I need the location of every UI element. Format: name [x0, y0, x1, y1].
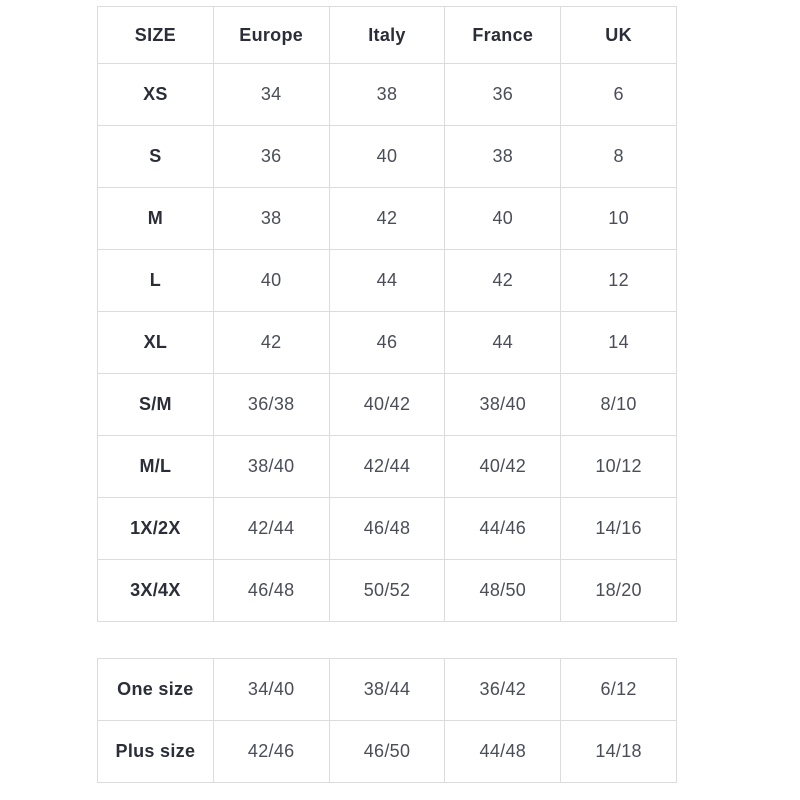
size-value-cell: 40 — [444, 187, 562, 250]
size-value-cell: 38/40 — [444, 373, 562, 436]
size-label-cell: 3X/4X — [97, 559, 214, 622]
table-gap — [97, 622, 800, 658]
size-value-cell: 36 — [212, 125, 330, 188]
size-value-cell: 44/48 — [444, 720, 562, 783]
size-value-cell: 44/46 — [444, 497, 562, 560]
size-value-cell: 38 — [212, 187, 330, 250]
table-row-s: S 36 40 38 8 — [97, 125, 677, 188]
size-label-cell: One size — [97, 658, 214, 721]
size-label-cell: Plus size — [97, 720, 214, 783]
table-row-plus-size: Plus size 42/46 46/50 44/48 14/18 — [97, 720, 677, 783]
table-row-m-l: M/L 38/40 42/44 40/42 10/12 — [97, 435, 677, 498]
column-header-france: France — [444, 6, 562, 64]
size-value-cell: 40 — [328, 125, 446, 188]
column-header-uk: UK — [560, 6, 677, 64]
table-row-m: M 38 42 40 10 — [97, 187, 677, 250]
header-row: SIZE Europe Italy France UK — [97, 6, 677, 64]
column-header-size: SIZE — [97, 6, 214, 64]
table-row-l: L 40 44 42 12 — [97, 249, 677, 312]
size-value-cell: 8 — [560, 125, 677, 188]
size-value-cell: 14/16 — [560, 497, 677, 560]
table-row-3x-4x: 3X/4X 46/48 50/52 48/50 18/20 — [97, 559, 677, 622]
size-label-cell: M — [97, 187, 214, 250]
size-value-cell: 36/38 — [212, 373, 330, 436]
size-label-cell: XL — [97, 311, 214, 374]
size-value-cell: 36 — [444, 63, 562, 126]
size-value-cell: 6 — [560, 63, 677, 126]
size-value-cell: 12 — [560, 249, 677, 312]
size-value-cell: 34 — [212, 63, 330, 126]
size-value-cell: 46 — [328, 311, 446, 374]
size-value-cell: 42/46 — [212, 720, 330, 783]
size-value-cell: 46/50 — [328, 720, 446, 783]
size-label-cell: S — [97, 125, 214, 188]
size-value-cell: 8/10 — [560, 373, 677, 436]
size-value-cell: 44 — [328, 249, 446, 312]
size-label-cell: M/L — [97, 435, 214, 498]
size-label-cell: L — [97, 249, 214, 312]
size-conversion-table: SIZE Europe Italy France UK XS 34 38 36 … — [97, 6, 677, 622]
size-value-cell: 42/44 — [212, 497, 330, 560]
size-value-cell: 42 — [444, 249, 562, 312]
size-label-cell: XS — [97, 63, 214, 126]
size-value-cell: 38/40 — [212, 435, 330, 498]
table-row-1x-2x: 1X/2X 42/44 46/48 44/46 14/16 — [97, 497, 677, 560]
size-value-cell: 38 — [328, 63, 446, 126]
size-value-cell: 48/50 — [444, 559, 562, 622]
size-value-cell: 40/42 — [328, 373, 446, 436]
size-value-cell: 18/20 — [560, 559, 677, 622]
size-value-cell: 10 — [560, 187, 677, 250]
table-row-one-size: One size 34/40 38/44 36/42 6/12 — [97, 658, 677, 721]
special-sizes-table: One size 34/40 38/44 36/42 6/12 Plus siz… — [97, 658, 677, 783]
size-value-cell: 42/44 — [328, 435, 446, 498]
size-value-cell: 14 — [560, 311, 677, 374]
size-label-cell: S/M — [97, 373, 214, 436]
size-value-cell: 42 — [328, 187, 446, 250]
size-value-cell: 36/42 — [444, 658, 562, 721]
size-value-cell: 40/42 — [444, 435, 562, 498]
size-value-cell: 14/18 — [560, 720, 677, 783]
size-label-cell: 1X/2X — [97, 497, 214, 560]
size-value-cell: 10/12 — [560, 435, 677, 498]
size-value-cell: 50/52 — [328, 559, 446, 622]
table-row-xl: XL 42 46 44 14 — [97, 311, 677, 374]
size-value-cell: 40 — [212, 249, 330, 312]
table-row-s-m: S/M 36/38 40/42 38/40 8/10 — [97, 373, 677, 436]
column-header-europe: Europe — [212, 6, 330, 64]
size-value-cell: 38 — [444, 125, 562, 188]
size-value-cell: 46/48 — [212, 559, 330, 622]
size-value-cell: 46/48 — [328, 497, 446, 560]
size-value-cell: 34/40 — [212, 658, 330, 721]
column-header-italy: Italy — [328, 6, 446, 64]
size-value-cell: 44 — [444, 311, 562, 374]
size-value-cell: 38/44 — [328, 658, 446, 721]
table-row-xs: XS 34 38 36 6 — [97, 63, 677, 126]
size-table-header: SIZE Europe Italy France UK — [97, 6, 677, 64]
size-value-cell: 6/12 — [560, 658, 677, 721]
size-value-cell: 42 — [212, 311, 330, 374]
page-content: SIZE Europe Italy France UK XS 34 38 36 … — [97, 6, 800, 783]
